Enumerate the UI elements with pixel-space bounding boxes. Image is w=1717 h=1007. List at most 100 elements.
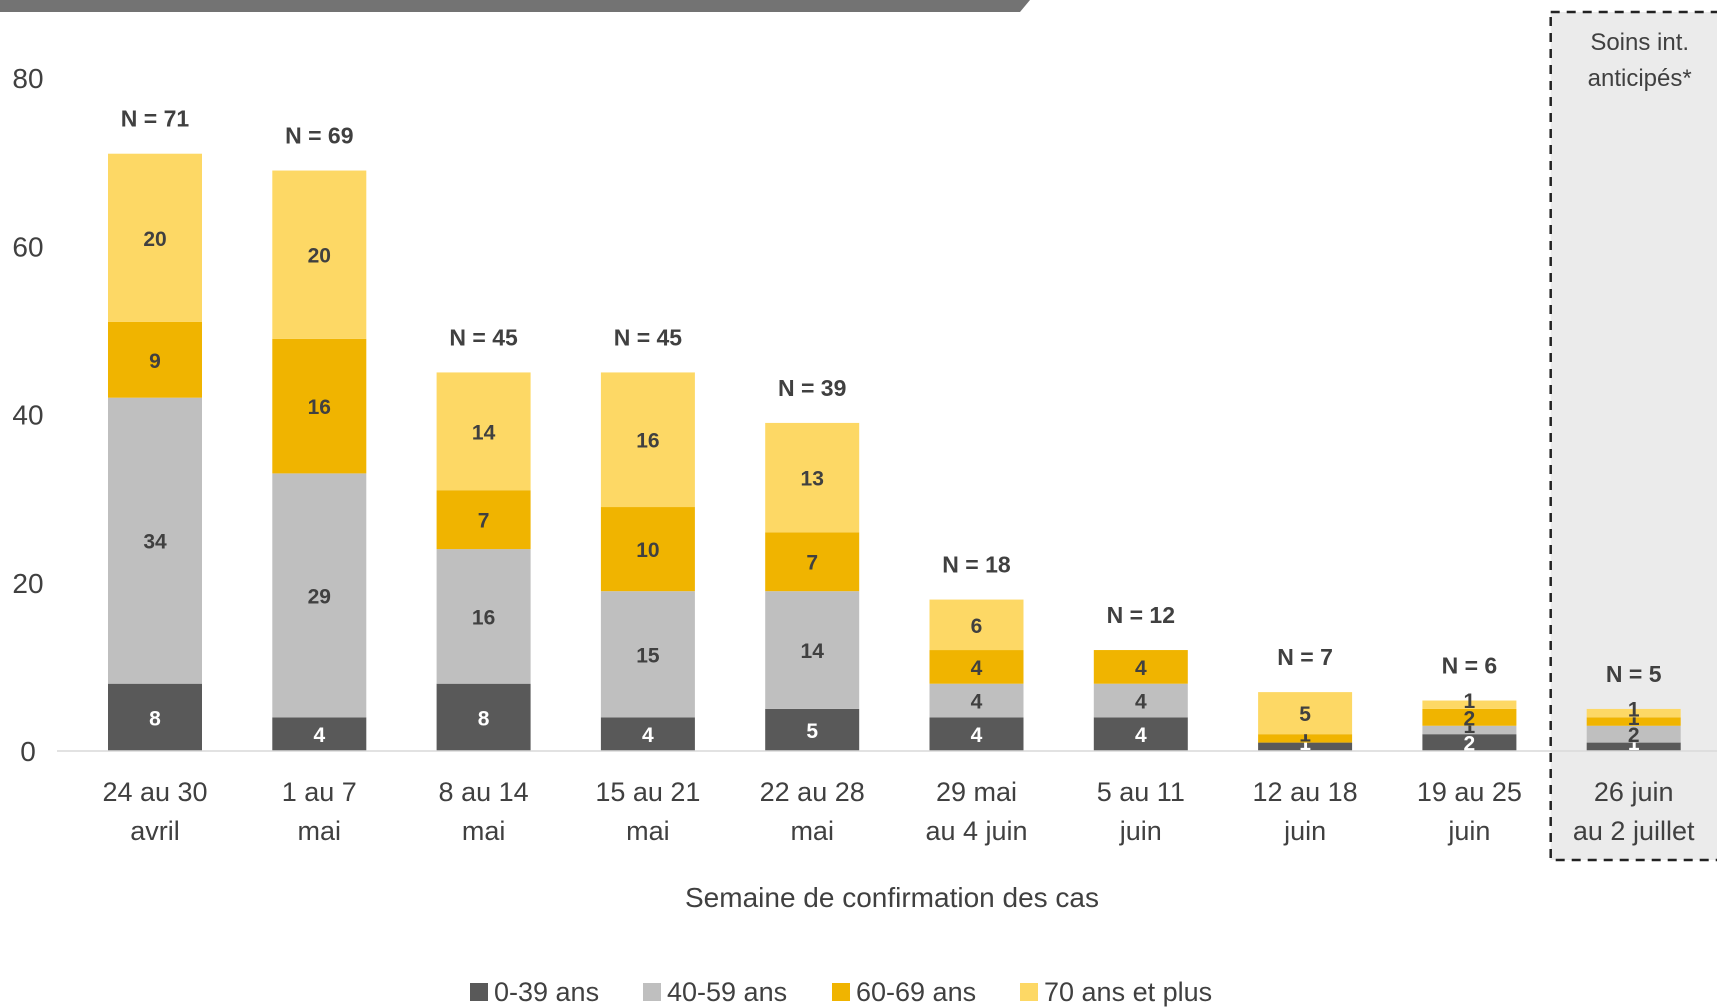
bar-segment (272, 473, 367, 718)
data-label: 20 (308, 245, 331, 268)
x-tick-label: 22 au 28 (760, 777, 865, 807)
bar-segment (600, 507, 695, 592)
annotation-text: Soins int. (1590, 29, 1689, 56)
bar-segment (765, 532, 860, 592)
bar-segment (1586, 717, 1681, 726)
x-tick-label: 12 au 18 (1253, 777, 1358, 807)
bar-segment (600, 591, 695, 718)
bar-segment (272, 338, 367, 474)
data-label: 7 (478, 510, 490, 533)
total-label: N = 12 (1107, 602, 1175, 628)
x-tick-label: 8 au 14 (439, 777, 529, 807)
y-tick-label: 80 (12, 63, 43, 94)
bar-segment (600, 717, 695, 751)
bar-segment (272, 717, 367, 751)
y-axis: 0 20 40 60 80 (12, 63, 43, 767)
bar-segment (765, 708, 860, 751)
data-label: 2 (1464, 733, 1476, 756)
bar-segment (1258, 742, 1353, 751)
bar-segment (600, 372, 695, 508)
legend-label: 0-39 ans (494, 977, 599, 1007)
data-label: 16 (308, 396, 331, 419)
bar-segment (1093, 683, 1188, 718)
x-tick-label: 5 au 11 (1097, 777, 1185, 807)
data-label: 14 (801, 640, 825, 663)
x-tick-label: 29 mai (936, 777, 1017, 807)
bars-group: 8349204291620816714415101651471344464441… (108, 153, 1681, 756)
data-label: 8 (478, 707, 490, 730)
legend: 0-39 ans 40-59 ans 60-69 ans 70 ans et plus (470, 977, 1212, 1007)
bar-segment (1093, 650, 1188, 684)
data-label: 16 (472, 606, 495, 629)
bar-segment (1422, 708, 1517, 726)
y-tick-label: 0 (20, 736, 36, 767)
total-label: N = 6 (1442, 653, 1498, 679)
data-label: 8 (149, 707, 161, 730)
bar-segment (929, 650, 1024, 684)
bar-segment (1258, 734, 1353, 743)
bar-segment (929, 599, 1024, 651)
total-label: N = 45 (449, 324, 518, 350)
total-label: N = 18 (942, 552, 1011, 578)
header-bar (0, 0, 1030, 12)
data-label: 5 (1299, 703, 1311, 726)
data-label: 4 (971, 724, 983, 747)
data-label: 6 (971, 615, 983, 638)
x-tick-label: au 2 juillet (1573, 816, 1695, 846)
bar-segment (1258, 692, 1353, 735)
legend-label: 60-69 ans (856, 977, 976, 1007)
bar-segment (436, 490, 531, 550)
bar-segment (929, 717, 1024, 751)
data-label: 7 (806, 552, 818, 575)
data-label: 2 (1464, 707, 1476, 730)
bar-segment (108, 153, 202, 322)
data-label: 2 (1628, 724, 1640, 747)
total-label: N = 39 (778, 375, 846, 401)
data-label: 9 (149, 350, 161, 373)
x-tick-label: 19 au 25 (1417, 777, 1522, 807)
x-tick-label: mai (462, 816, 506, 846)
bar-segment (108, 321, 202, 398)
legend-swatch (832, 983, 850, 1001)
bar-segment (436, 372, 531, 491)
bar-segment (1093, 717, 1188, 751)
total-label: N = 5 (1606, 661, 1662, 687)
bar-segment (929, 683, 1024, 718)
total-label: N = 69 (285, 123, 353, 149)
bar-segment (436, 549, 531, 684)
data-label: 34 (143, 531, 167, 554)
totals-group: N = 71N = 69N = 45 N = 45N = 39N = 18N = … (121, 106, 1662, 687)
total-label: N = 7 (1277, 644, 1333, 670)
x-tick-label: au 4 juin (925, 816, 1027, 846)
bar-segment (436, 683, 531, 751)
data-label: 4 (1135, 724, 1147, 747)
y-tick-label: 60 (12, 231, 43, 262)
x-tick-label: juin (1283, 816, 1326, 846)
data-label: 16 (636, 430, 659, 453)
y-tick-label: 20 (12, 568, 43, 599)
total-label: N = 45 (614, 324, 683, 350)
bar-segment (1422, 725, 1517, 735)
data-label: 29 (308, 585, 331, 608)
legend-label: 70 ans et plus (1044, 977, 1212, 1007)
total-label: N = 71 (121, 106, 190, 132)
bar-segment (1586, 708, 1681, 718)
legend-swatch (1020, 983, 1038, 1001)
legend-swatch (470, 983, 488, 1001)
data-label: 10 (636, 539, 659, 562)
x-axis-title: Semaine de confirmation des cas (685, 882, 1099, 913)
bar-segment (1422, 700, 1517, 709)
data-label: 13 (801, 468, 824, 491)
legend-swatch (643, 983, 661, 1001)
bar-segment (1586, 742, 1681, 751)
bar-segment (108, 683, 202, 751)
data-label: 14 (472, 421, 496, 444)
x-axis: 24 au 30 avril 1 au 7 mai 8 au 14 mai 15 au 21… (57, 750, 1717, 846)
data-label: 4 (971, 691, 983, 714)
x-tick-label: mai (626, 816, 670, 846)
x-tick-label: juin (1447, 816, 1490, 846)
x-tick-label: 24 au 30 (102, 777, 207, 807)
bar-segment (108, 397, 202, 684)
data-label: 4 (1135, 657, 1147, 680)
